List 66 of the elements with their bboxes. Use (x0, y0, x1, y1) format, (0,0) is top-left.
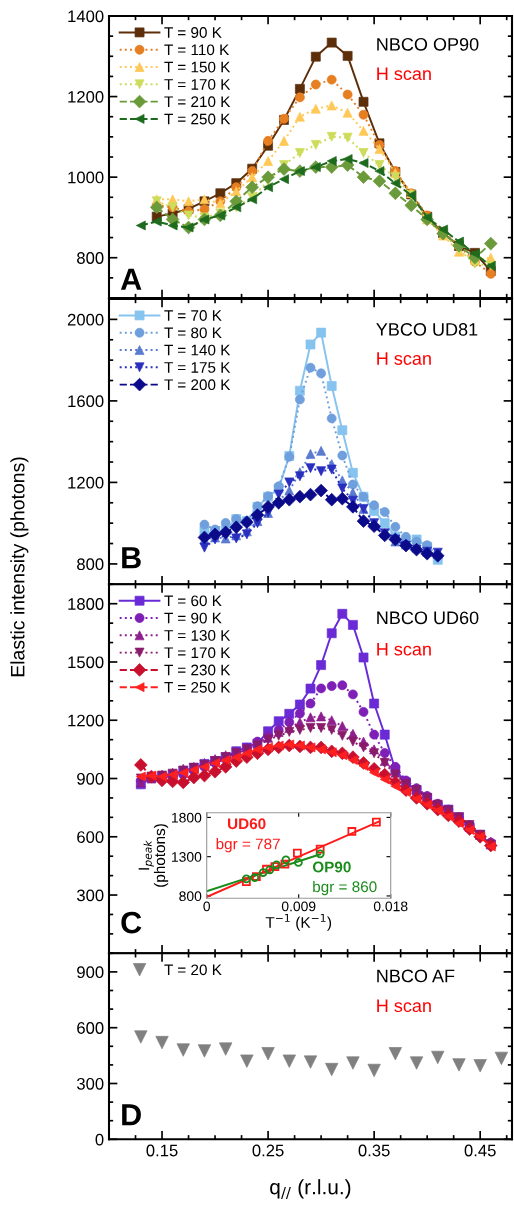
y-tick-label: 900 (77, 966, 104, 979)
annotation: H scan (377, 999, 431, 1013)
legend-label: T = 170 K (164, 647, 231, 659)
annotation: OP90 (312, 861, 351, 873)
y-axis-title: Elastic intensity (photons) (10, 457, 29, 677)
x-tick-label: 0.35 (358, 1144, 390, 1157)
annotation: B (122, 547, 141, 569)
y-tick-label: 1300 (172, 852, 202, 862)
annotation: H scan (377, 352, 431, 365)
y-tick-label: 1600 (68, 395, 104, 408)
legend-label: T = 200 K (164, 379, 231, 391)
annotation: NBCO AF (377, 969, 455, 983)
y-tick-label: 0 (95, 1133, 104, 1146)
annotation: D (122, 1104, 141, 1126)
x-tick-label: 0 (203, 901, 211, 912)
y-tick-label: 300 (76, 889, 104, 902)
legend-label: T = 230 K (164, 664, 231, 676)
legend-label: T = 90 K (164, 27, 222, 38)
y-axis-title: I$_{peak}$ (photons) (138, 824, 169, 887)
legend-label: T = 130 K (164, 629, 231, 641)
legend-label: T = 150 K (164, 61, 231, 73)
y-tick-label: 1800 (172, 812, 202, 823)
y-tick-label: 1200 (68, 476, 104, 489)
legend-label: T = 250 K (164, 681, 231, 693)
legend-label: T = 110 K (164, 44, 230, 56)
legend-label: T = 140 K (164, 344, 231, 356)
x-axis-title: q$_{//}$ (r.l.u.) (270, 1179, 351, 1200)
y-tick-label: 600 (77, 831, 104, 843)
y-tick-label: 600 (77, 1022, 104, 1034)
y-tick-label: 2000 (67, 313, 104, 326)
legend-label: T = 90 K (164, 612, 222, 624)
annotation: bgr = 860 (313, 880, 377, 896)
legend-label: T = 80 K (164, 327, 222, 339)
y-tick-label: 1200 (68, 90, 104, 103)
annotation: H scan (377, 642, 431, 656)
y-tick-label: 1000 (68, 171, 104, 184)
legend-label: T = 70 K (164, 310, 222, 321)
y-tick-label: 900 (77, 772, 104, 785)
y-tick-label: 800 (77, 252, 104, 264)
y-tick-label: 1400 (68, 10, 104, 23)
x-tick-label: 0.45 (464, 1144, 496, 1157)
legend-label: T = 20 K (164, 964, 222, 976)
y-tick-label: 1800 (68, 598, 104, 610)
annotation: H scan (377, 67, 431, 81)
annotation: YBCO UD81 (376, 323, 478, 336)
annotation: UD60 (228, 818, 266, 830)
annotation: A (120, 268, 142, 290)
annotation: NBCO OP90 (377, 37, 479, 51)
legend-label: T = 170 K (164, 78, 231, 90)
legend-label: T = 210 K (164, 96, 231, 108)
legend-label: T = 60 K (164, 595, 222, 607)
legend-label: T = 250 K (164, 113, 231, 125)
x-tick-label: 0.15 (146, 1144, 178, 1157)
annotation: bgr = 787 (216, 838, 280, 853)
y-tick-label: 800 (179, 891, 202, 902)
x-tick-label: 0.009 (281, 901, 316, 912)
y-tick-label: 1500 (68, 656, 104, 669)
y-tick-label: 300 (76, 1077, 104, 1090)
legend-label: T = 175 K (164, 362, 231, 373)
y-tick-label: 1200 (68, 714, 104, 727)
annotation: C (121, 911, 142, 934)
x-tick-label: 0.018 (373, 901, 408, 912)
x-tick-label: 0.25 (252, 1144, 284, 1157)
annotation: NBCO UD60 (377, 611, 479, 625)
y-tick-label: 800 (77, 558, 104, 571)
x-axis-title: T$^{−1}$ (K$^{−1}$) (265, 914, 332, 931)
